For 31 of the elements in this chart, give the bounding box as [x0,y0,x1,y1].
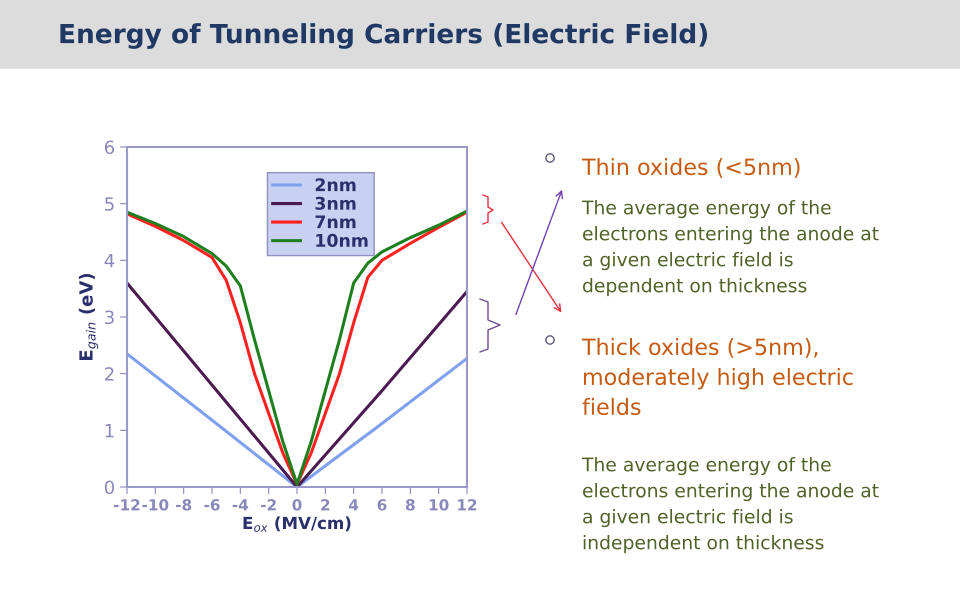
legend-label: 10nm [316,234,368,247]
y-tick-label: 1 [106,424,114,438]
chart-title: Energy of Tunneling Carriers (Electric Field) [60,23,708,49]
text: Thick oxides (>5nm), moderately high electric fields [582,338,853,416]
y-tick-label: 6 [104,140,114,154]
text: Thin oxides (<5nm) [582,158,800,178]
legend-label: 2nm [316,178,356,192]
y-tick-label: 4 [104,254,114,268]
text: The average energy of the electrons entering the anode at a given electric field is independent on thickness [582,457,879,554]
x-tick-label: 4 [349,499,358,510]
x-tick-label: -4 [232,499,248,510]
x-axis-title: E$_{ox}$ (MV/cm) [244,516,350,532]
text: The average energy of the electrons entering the anode at a given electric field is dependent on thickness [582,200,879,296]
y-axis-title: E$_{gain}$ (eV) [78,274,98,360]
x-tick-label: -2 [261,499,276,510]
x-tick-label: -12 [114,499,140,510]
legend-label: 7nm [315,216,356,228]
x-tick-label: -10 [142,499,168,511]
x-tick-label: -8 [176,499,192,511]
x-tick-label: 10 [430,499,449,511]
y-tick-label: 0 [104,480,114,494]
x-tick-label: 8 [406,499,415,511]
y-tick-label: 3 [105,310,114,324]
y-tick-label: 5 [105,197,114,211]
x-tick-label: -6 [204,499,220,511]
x-tick-label: 12 [458,499,476,510]
y-tick-label: 2 [105,367,114,381]
x-tick-label: 6 [378,499,386,511]
x-tick-label: 2 [321,499,330,510]
legend-label: 3nm [315,196,356,210]
x-tick-label: 0 [292,499,302,511]
